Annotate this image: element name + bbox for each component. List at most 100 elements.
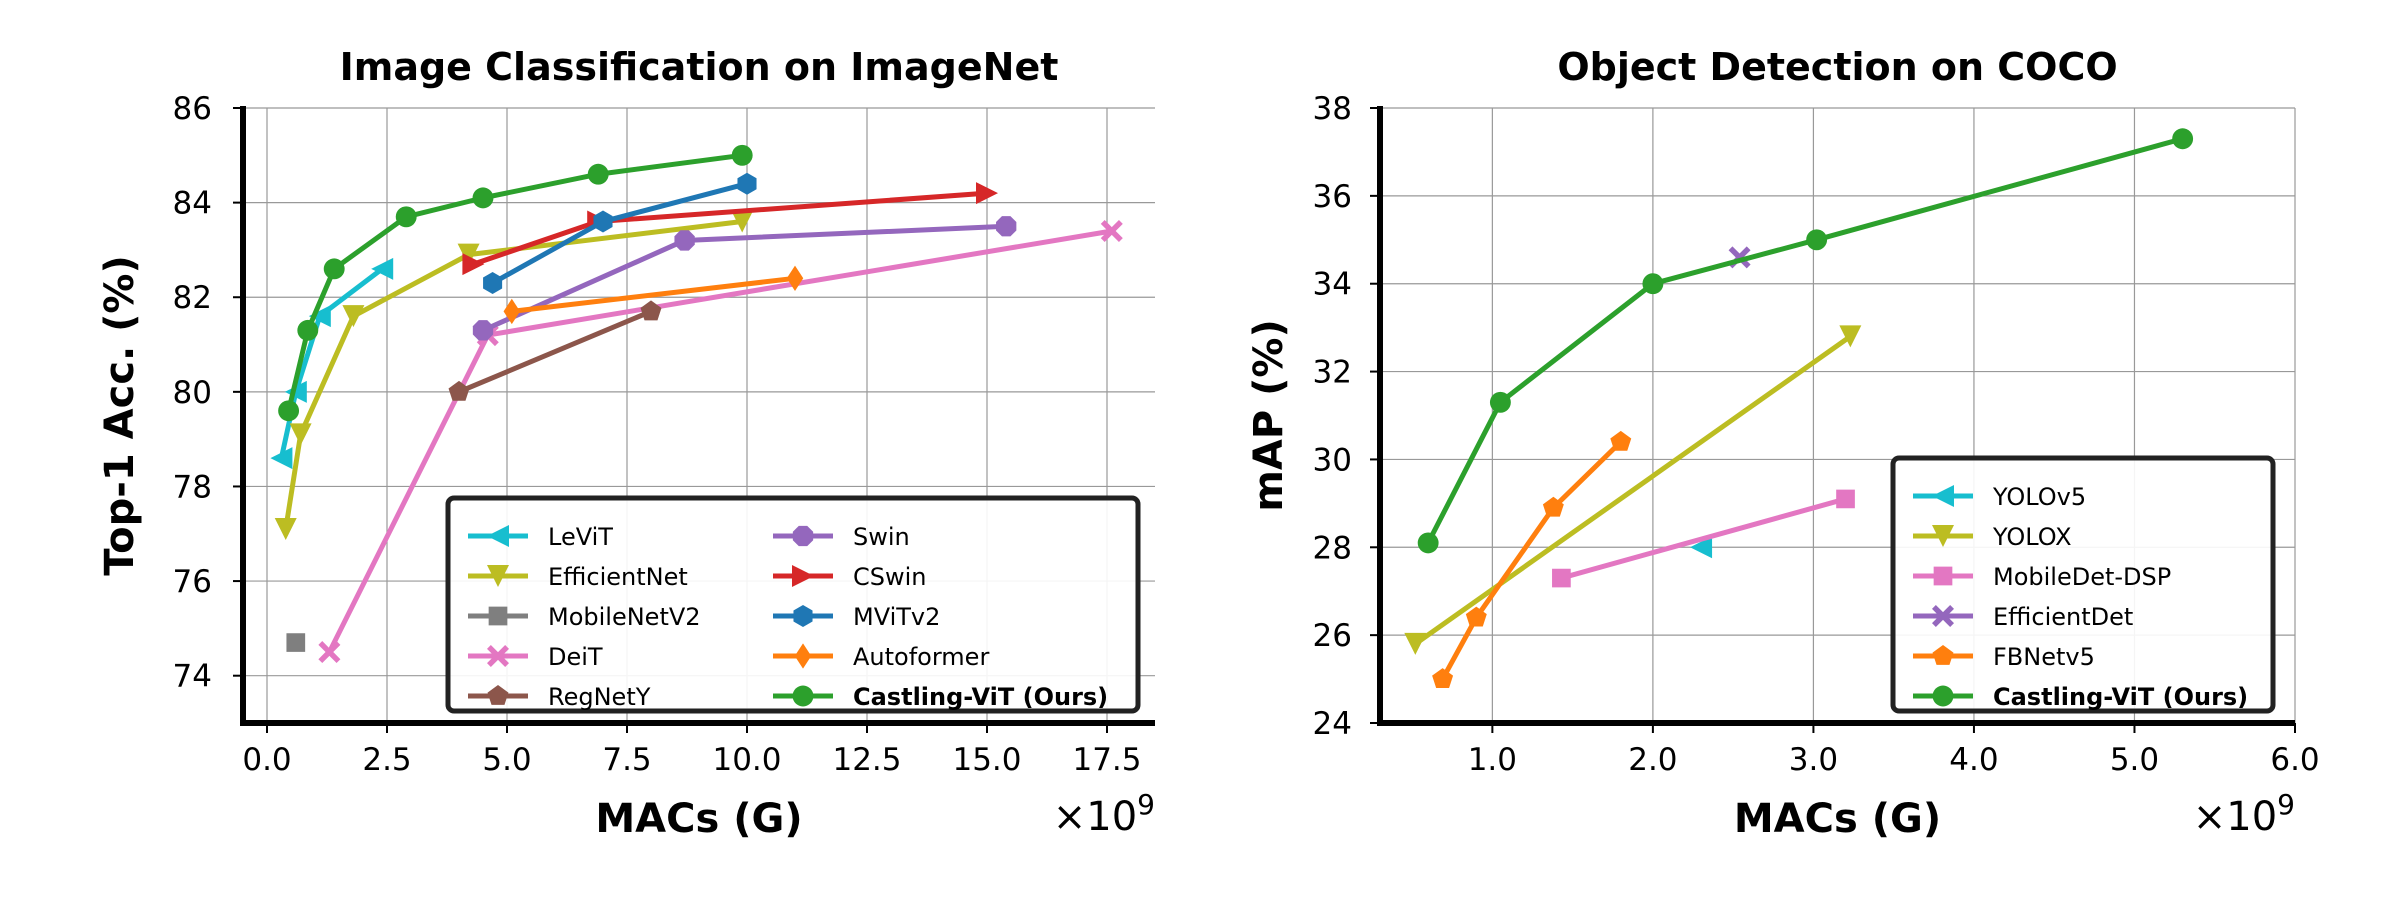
series-autoformer xyxy=(503,265,804,325)
data-point-efficientnet xyxy=(274,518,297,541)
series-mobiledet-dsp xyxy=(1552,489,1855,588)
legend-label: LeViT xyxy=(548,523,613,551)
legend-marker xyxy=(792,525,814,547)
series-mobilenetv2 xyxy=(286,633,306,652)
data-point-castling-vit-ours xyxy=(587,163,609,185)
x-tick-label: 7.5 xyxy=(602,742,651,778)
scale-exponent: 9 xyxy=(1137,788,1155,821)
legend-label: MViTv2 xyxy=(853,603,940,631)
legend-label: MobileNetV2 xyxy=(548,603,701,631)
chart-title: Object Detection on COCO xyxy=(1557,45,2117,89)
y-tick-label: 38 xyxy=(1313,91,1352,127)
legend-item-fbnetv5: FBNetv5 xyxy=(1913,643,2095,671)
legend-item-mobiledet-dsp: MobileDet-DSP xyxy=(1913,563,2171,591)
series-yolox xyxy=(1404,325,1862,655)
series-castling-vit-ours xyxy=(278,144,753,422)
legend-box xyxy=(445,495,1141,714)
data-point-swin xyxy=(996,216,1017,237)
legend-item-deit: DeiT xyxy=(468,643,603,671)
y-tick-label: 36 xyxy=(1313,179,1352,215)
legend-marker xyxy=(792,565,814,587)
legend-marker xyxy=(793,605,813,627)
data-point-fbnetv5 xyxy=(1610,430,1632,451)
data-point-swin xyxy=(674,230,695,251)
legend-item-autoformer: Autoformer xyxy=(773,643,989,671)
legend-marker xyxy=(1933,566,1953,586)
y-tick-label: 76 xyxy=(173,564,212,600)
data-point-castling-vit-ours xyxy=(1806,229,1828,251)
data-point-autoformer xyxy=(503,298,521,325)
y-tick-label: 26 xyxy=(1313,618,1352,654)
scale-base: ×10 xyxy=(2193,794,2277,840)
data-point-levit xyxy=(284,380,307,403)
legend-marker xyxy=(792,685,814,707)
legend: LeViT EfficientNet MobileNetV2 DeiT RegNetY S… xyxy=(445,495,1141,714)
legend-marker xyxy=(1932,485,1954,507)
y-tick-label: 80 xyxy=(173,375,212,411)
series-regnety xyxy=(448,300,662,401)
data-point-yolox xyxy=(1404,632,1427,655)
series-yolov5 xyxy=(1690,536,1713,559)
data-point-castling-vit-ours xyxy=(731,144,753,166)
data-point-efficientnet xyxy=(289,423,312,446)
y-tick-label: 34 xyxy=(1313,267,1352,303)
data-point-levit xyxy=(308,305,331,328)
legend-marker xyxy=(794,643,812,669)
legend-item-regnety: RegNetY xyxy=(468,683,651,711)
data-point-castling-vit-ours xyxy=(2172,128,2194,150)
series-line-castling-vit-ours xyxy=(286,152,743,412)
y-tick-label: 30 xyxy=(1313,442,1352,478)
legend-item-mvitv2: MViTv2 xyxy=(773,603,940,631)
y-tick-label: 32 xyxy=(1313,355,1352,391)
legend-label: DeiT xyxy=(548,643,603,671)
data-point-mvitv2 xyxy=(483,272,503,295)
x-tick-label: 6.0 xyxy=(2270,742,2319,778)
x-axis-scale-offset: ×109 xyxy=(2193,788,2295,840)
legend-item-levit: LeViT xyxy=(468,523,613,551)
data-point-yolox xyxy=(1839,325,1862,348)
legend: YOLOv5 YOLOX MobileDet-DSP EfficientDet FBNe… xyxy=(1890,455,2276,714)
legend-marker xyxy=(1932,605,1954,627)
data-point-autoformer xyxy=(786,265,804,291)
data-point-fbnetv5 xyxy=(1542,496,1564,517)
x-tick-label: 1.0 xyxy=(1468,742,1517,778)
data-point-mobilenetv2 xyxy=(286,633,306,652)
x-tick-label: 2.0 xyxy=(1628,742,1677,778)
legend-item-swin: Swin xyxy=(773,523,910,551)
x-tick-label: 5.0 xyxy=(2110,742,2159,778)
legend-marker xyxy=(487,645,509,667)
series-line-regnety xyxy=(458,309,652,395)
data-point-efficientnet xyxy=(342,305,365,328)
legend-marker xyxy=(487,525,509,547)
series-levit xyxy=(270,257,394,470)
y-axis-title: Top-1 Acc. (%) xyxy=(97,255,143,576)
legend-item-castling-vit-ours: Castling-ViT (Ours) xyxy=(773,683,1108,711)
y-tick-label: 86 xyxy=(173,91,212,127)
data-point-castling-vit-ours xyxy=(1417,532,1439,554)
series-mvitv2 xyxy=(483,172,757,295)
data-point-mvitv2 xyxy=(737,172,757,195)
data-point-levit xyxy=(371,257,394,280)
legend-marker xyxy=(487,565,509,587)
chart-title: Image Classification on ImageNet xyxy=(340,45,1059,89)
data-point-efficientnet xyxy=(457,243,480,266)
data-point-castling-vit-ours xyxy=(1489,391,1511,413)
legend-label: Castling-ViT (Ours) xyxy=(1993,683,2248,711)
data-point-fbnetv5 xyxy=(1432,668,1454,688)
x-tick-label: 0.0 xyxy=(242,742,291,778)
data-point-cswin xyxy=(462,253,485,276)
series-fbnetv5 xyxy=(1432,430,1632,688)
legend-box xyxy=(1890,455,2276,714)
y-tick-label: 82 xyxy=(173,280,212,316)
legend-marker xyxy=(1932,685,1954,707)
chart-coco: 1.0 2.0 3.0 4.0 5.0 6.0 24 26 28 30 32 34 36 38 Object… xyxy=(1246,45,2320,842)
data-point-regnety xyxy=(448,380,470,401)
data-point-swin xyxy=(472,320,494,341)
legend-label: YOLOX xyxy=(1992,523,2072,551)
series-line-levit xyxy=(278,266,384,459)
legend-marker xyxy=(1932,645,1954,665)
legend-marker xyxy=(487,685,509,705)
series-line-mobiledet-dsp xyxy=(1560,496,1847,581)
series-line-yolox xyxy=(1413,334,1852,646)
legend-label: RegNetY xyxy=(548,683,651,711)
